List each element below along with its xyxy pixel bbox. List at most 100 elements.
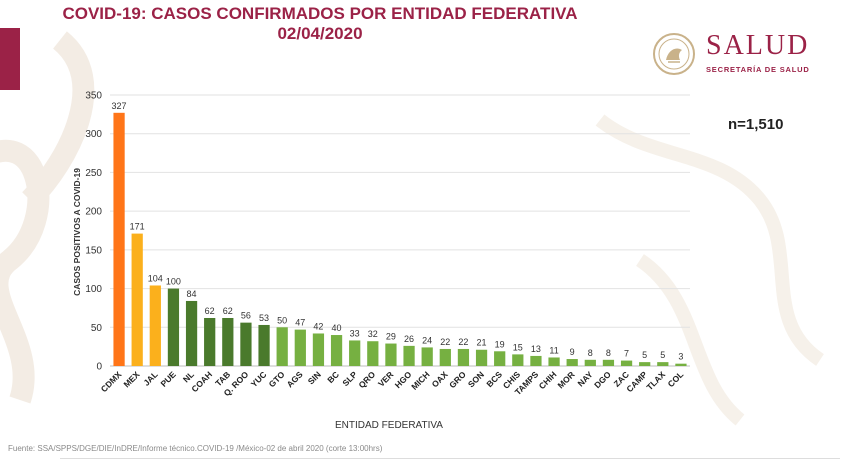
x-tick-label: BCS bbox=[484, 369, 504, 389]
y-tick-label: 0 bbox=[96, 362, 102, 373]
bar-nay bbox=[584, 359, 596, 366]
bar-value-label: 26 bbox=[404, 334, 414, 344]
page-title: COVID-19: CASOS CONFIRMADOS POR ENTIDAD … bbox=[40, 4, 600, 44]
bar-value-label: 22 bbox=[440, 337, 450, 347]
bar-value-label: 62 bbox=[205, 306, 215, 316]
bar-q-roo bbox=[240, 322, 252, 366]
bar-cdmx bbox=[113, 112, 125, 367]
x-tick-label: JAL bbox=[141, 369, 159, 387]
bar-value-label: 56 bbox=[241, 311, 251, 321]
bar-camp bbox=[639, 362, 651, 366]
bar-gro bbox=[457, 348, 470, 366]
bar-bc bbox=[330, 335, 343, 366]
bar-value-label: 33 bbox=[350, 328, 360, 338]
y-tick-label: 350 bbox=[85, 91, 102, 102]
bar-value-label: 47 bbox=[295, 318, 305, 328]
bar-value-label: 11 bbox=[549, 345, 558, 355]
bar-chis bbox=[512, 354, 524, 366]
brand-subtitle: SECRETARÍA DE SALUD bbox=[706, 65, 810, 74]
bar-ags bbox=[294, 329, 306, 366]
x-tick-label: BC bbox=[325, 369, 341, 385]
bar-value-label: 19 bbox=[495, 339, 505, 349]
salud-logo: SALUD SECRETARÍA DE SALUD bbox=[652, 30, 832, 78]
chart-bars bbox=[113, 112, 687, 367]
bar-tamps bbox=[530, 355, 542, 366]
x-tick-label: SLP bbox=[340, 369, 359, 388]
y-tick-label: 200 bbox=[85, 207, 102, 218]
x-tick-label: TLAX bbox=[644, 369, 667, 392]
total-count: n=1,510 bbox=[728, 116, 784, 133]
bar-tab bbox=[222, 317, 234, 366]
bar-value-label: 40 bbox=[332, 323, 342, 333]
x-tick-label: NAY bbox=[576, 369, 595, 388]
bar-value-label: 5 bbox=[642, 350, 647, 360]
bar-value-label: 32 bbox=[368, 329, 378, 339]
bar-tlax bbox=[657, 362, 669, 366]
bar-value-label: 104 bbox=[148, 273, 163, 283]
x-tick-label: COL bbox=[666, 369, 686, 389]
x-tick-label: SIN bbox=[306, 369, 323, 386]
bar-value-label: 24 bbox=[422, 335, 432, 345]
bar-chih bbox=[548, 357, 560, 366]
x-tick-label: YUC bbox=[249, 369, 269, 389]
bar-nl bbox=[185, 300, 198, 366]
y-tick-label: 250 bbox=[85, 168, 102, 179]
y-tick-label: 100 bbox=[85, 284, 102, 295]
bar-son bbox=[475, 349, 488, 366]
bar-value-label: 15 bbox=[513, 342, 523, 352]
bar-value-label: 13 bbox=[531, 344, 541, 354]
bar-value-label: 100 bbox=[166, 277, 181, 287]
bar-col bbox=[675, 363, 687, 366]
x-axis-label: ENTIDAD FEDERATIVA bbox=[335, 420, 443, 431]
bar-value-label: 50 bbox=[277, 315, 287, 325]
x-tick-label: GTO bbox=[267, 369, 287, 389]
x-tick-label: MOR bbox=[555, 369, 576, 390]
bar-value-label: 8 bbox=[588, 348, 593, 358]
x-tick-label: PUE bbox=[158, 369, 178, 389]
bar-value-label: 8 bbox=[606, 348, 611, 358]
bar-oax bbox=[439, 348, 451, 366]
brand-accent-bar bbox=[0, 28, 20, 90]
bar-mich bbox=[421, 347, 433, 366]
bar-mor bbox=[566, 359, 578, 366]
bar-dgo bbox=[602, 359, 615, 366]
bar-value-label: 327 bbox=[112, 101, 127, 111]
y-tick-label: 300 bbox=[85, 129, 102, 140]
x-tick-label: GRO bbox=[447, 369, 468, 390]
bar-value-label: 3 bbox=[678, 352, 683, 362]
bar-value-label: 84 bbox=[187, 289, 197, 299]
y-tick-label: 50 bbox=[91, 323, 103, 334]
bar-value-label: 171 bbox=[130, 222, 145, 232]
x-tick-label: SON bbox=[466, 369, 486, 389]
bar-ver bbox=[385, 343, 397, 366]
bar-bcs bbox=[494, 351, 506, 366]
bar-value-label: 42 bbox=[313, 321, 323, 331]
bar-value-label: 29 bbox=[386, 332, 396, 342]
bar-value-label: 53 bbox=[259, 313, 269, 323]
x-tick-label: CDMX bbox=[99, 369, 124, 394]
brand-name: SALUD bbox=[706, 30, 810, 61]
bar-pue bbox=[167, 288, 180, 366]
x-tick-label: COAH bbox=[189, 369, 214, 394]
bar-hgo bbox=[403, 345, 415, 366]
x-tick-label: VER bbox=[376, 369, 395, 388]
bar-zac bbox=[620, 360, 633, 366]
x-tick-label: DGO bbox=[592, 369, 613, 390]
x-tick-label: QRO bbox=[356, 369, 377, 390]
bar-jal bbox=[149, 285, 161, 366]
x-tick-label: CHIH bbox=[537, 369, 559, 391]
footer-divider bbox=[60, 458, 840, 459]
y-axis-label: CASOS POSITIVOS A COVID-19 bbox=[72, 168, 82, 296]
bar-value-label: 7 bbox=[624, 349, 629, 359]
bar-qro bbox=[367, 341, 379, 366]
x-tick-label: MICH bbox=[409, 369, 431, 391]
x-tick-label: AGS bbox=[285, 369, 305, 389]
x-tick-label: OAX bbox=[430, 369, 450, 389]
bar-value-label: 9 bbox=[570, 347, 575, 357]
y-tick-label: 150 bbox=[85, 245, 102, 256]
national-seal-icon bbox=[653, 33, 695, 75]
bar-value-label: 21 bbox=[477, 338, 487, 348]
bar-slp bbox=[349, 340, 361, 366]
